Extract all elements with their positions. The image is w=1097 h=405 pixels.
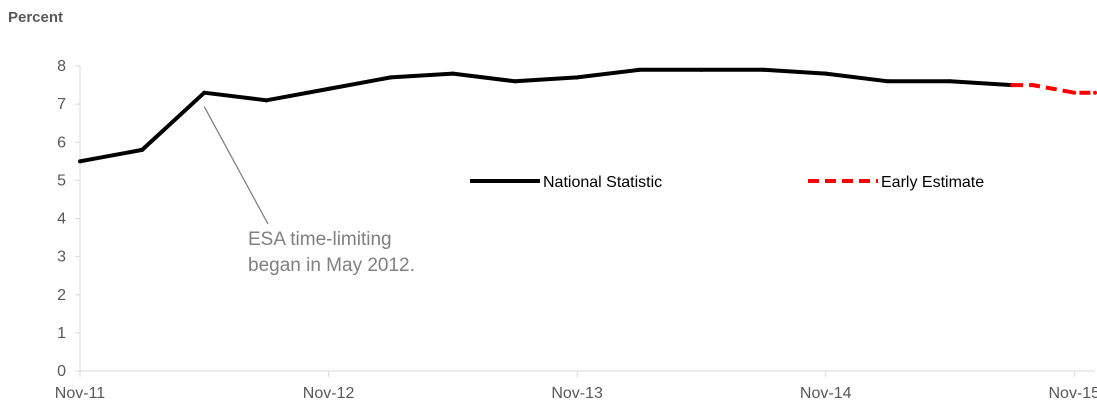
annotation-text-line-2: began in May 2012. [248,255,415,276]
x-tick-label: Nov-11 [55,385,105,402]
data-point [450,71,455,76]
legend-label-national-statistic: National Statistic [543,174,662,191]
y-tick-label: 0 [57,363,66,380]
x-tick-label: Nov-14 [800,385,852,402]
data-point [1051,86,1056,91]
x-tick-label: Nov-13 [551,385,603,402]
data-point [1093,90,1097,95]
data-point [761,67,766,72]
annotation-text-line-1: ESA time-limiting [248,229,392,250]
y-tick-label: 2 [57,287,66,304]
y-tick-label: 4 [57,211,66,228]
data-point [1010,83,1015,88]
y-tick-label: 3 [57,249,66,266]
series-line-national-statistic [79,67,1013,164]
x-tick-label: Nov-12 [303,385,355,402]
data-point [388,75,393,80]
data-point [823,71,828,76]
data-point [1030,83,1035,88]
y-tick-label: 1 [57,325,66,342]
data-point [513,79,517,84]
y-tick-label: 8 [57,58,66,75]
y-tick-label: 6 [57,134,66,151]
axes: 0 1 2 3 4 5 6 7 8 Nov-11 Nov-12 Nov-13 Nov-14 Nov-15 [55,58,1097,402]
data-point [885,79,890,84]
data-point [140,147,145,152]
data-point [326,86,331,91]
annotation: ESA time-limiting began in May 2012. [203,106,415,276]
data-point [637,67,642,72]
legend-label-early-estimate: Early Estimate [881,174,984,191]
y-axis-title: Percent [8,9,63,26]
annotation-leader-line [203,106,269,225]
series-layer [78,67,1097,164]
legend: National Statistic Early Estimate [470,174,984,191]
data-point [1072,90,1077,95]
data-point [948,79,952,84]
y-tick-label: 5 [57,172,66,189]
data-point [575,75,580,80]
data-point [699,67,704,72]
data-point [202,90,207,95]
data-point [264,98,269,103]
y-tick-label: 7 [57,96,66,113]
x-tick-label: Nov-15 [1048,385,1097,402]
data-point [78,159,82,164]
